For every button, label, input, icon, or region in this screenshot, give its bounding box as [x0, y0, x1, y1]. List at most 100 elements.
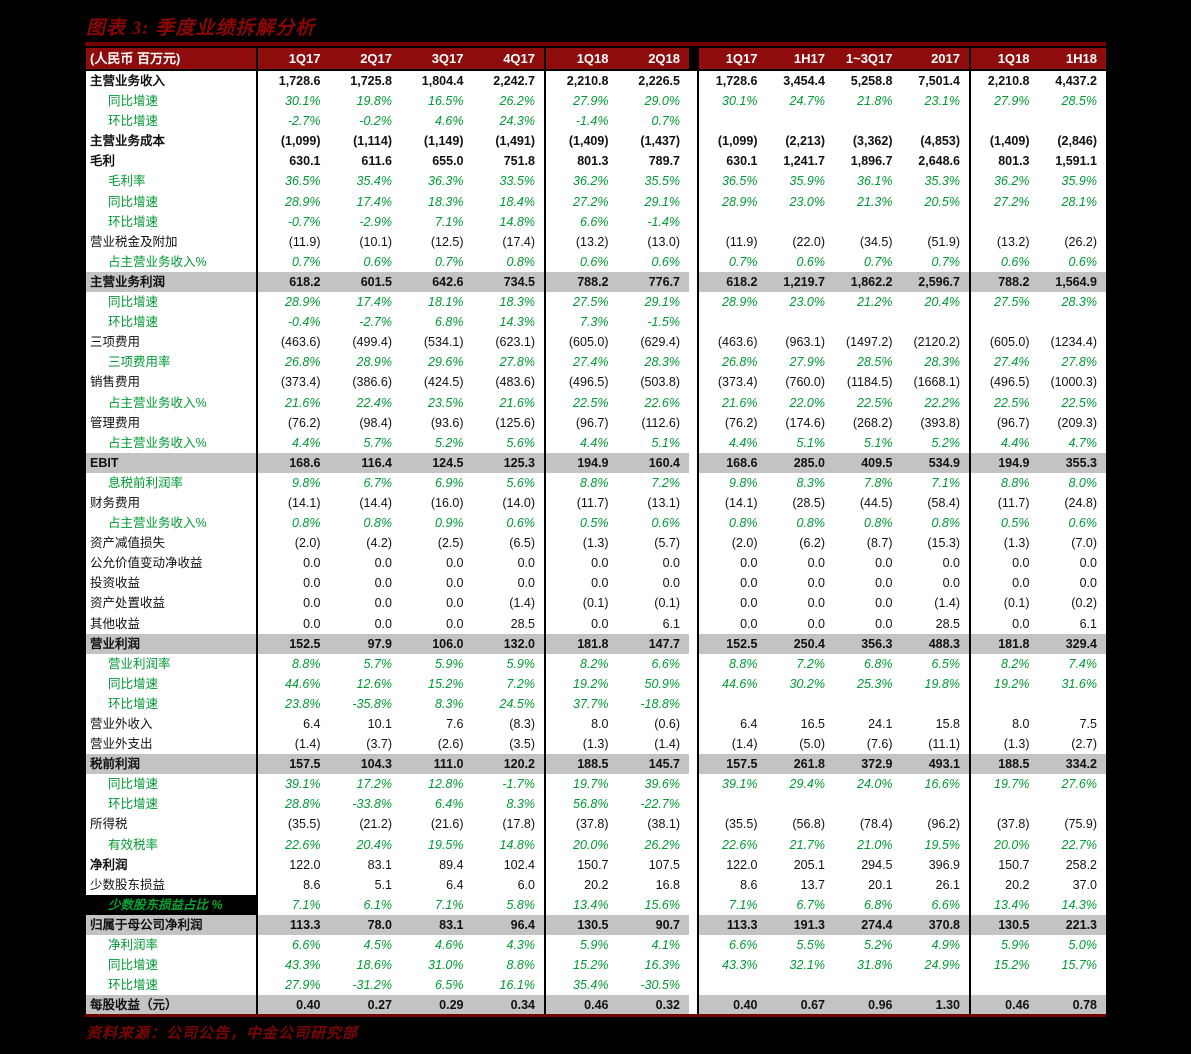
value-cell: (56.8) — [792, 817, 825, 832]
value-cell: 356.3 — [861, 636, 893, 651]
value-cell: 21.3% — [857, 194, 893, 209]
value-cell: 120.2 — [473, 754, 546, 775]
row-values-quarterly: 30.1% 19.8% 16.5% 26.2% 27.9% 29.0% — [256, 91, 689, 112]
value-cell: 801.3 — [577, 154, 609, 169]
row-label: 主营业务利润 — [86, 271, 256, 293]
value-cell — [767, 212, 835, 232]
value-cell: 14.8% — [473, 211, 546, 232]
section-gap — [689, 392, 697, 413]
value-cell: 18.4% — [473, 191, 546, 212]
value-cell: 205.1 — [793, 857, 825, 872]
value-cell: (35.5) — [724, 817, 758, 832]
header-cell: 1Q17 — [288, 51, 321, 66]
value-cell: 22.6% — [644, 395, 680, 410]
row-values-quarterly: 7.1% 6.1% 7.1% 5.8% 13.4% 15.6% — [256, 894, 689, 915]
row-values-cumulative — [697, 312, 1106, 333]
section-gap — [689, 452, 697, 473]
value-cell: 27.4% — [573, 355, 609, 370]
section-gap — [689, 874, 697, 895]
value-cell: (1,099) — [717, 134, 758, 149]
value-cell: 0.0 — [740, 616, 758, 631]
value-cell: 6.6% — [729, 938, 758, 953]
value-cell: 29.0% — [644, 94, 680, 109]
row-values-cumulative — [697, 111, 1106, 132]
value-cell: 2,242.7 — [473, 71, 546, 92]
value-cell: (3,362) — [852, 134, 893, 149]
row-values-quarterly: (76.2) (98.4) (93.6) (125.6) (96.7) (112.6) — [256, 412, 689, 433]
value-cell: 12.8% — [428, 777, 464, 792]
value-cell: (44.5) — [859, 495, 893, 510]
value-cell: 31.6% — [1061, 676, 1097, 691]
section-gap — [689, 613, 697, 634]
value-cell: -18.8% — [640, 696, 680, 711]
value-cell: (13.2) — [575, 234, 609, 249]
value-cell: 89.4 — [439, 857, 464, 872]
value-cell: 17.2% — [356, 777, 392, 792]
value-cell: 122.0 — [726, 857, 758, 872]
value-cell: (2.5) — [437, 536, 464, 551]
value-cell: 28.9% — [356, 355, 392, 370]
value-cell: (4,853) — [902, 131, 971, 152]
value-cell: (11.7) — [997, 495, 1030, 510]
value-cell: 32.1% — [789, 958, 825, 973]
row-values-cumulative: 0.7% 0.6% 0.7% 0.7% 0.6% 0.6% — [697, 251, 1106, 272]
row-label: 其他收益 — [90, 616, 141, 631]
value-cell: 0.0 — [1079, 576, 1097, 591]
row-values-quarterly: -0.4% -2.7% 6.8% 14.3% 7.3% -1.5% — [256, 312, 689, 333]
value-cell: 83.1 — [439, 917, 464, 932]
value-cell: 274.4 — [861, 917, 893, 932]
row-values-cumulative: 113.3 191.3 274.4 370.8 130.5 221.3 — [697, 914, 1106, 936]
value-cell: 194.9 — [577, 455, 609, 470]
value-cell: (629.4) — [640, 335, 680, 350]
value-cell: (605.0) — [568, 335, 609, 350]
row-values-quarterly: (2.0) (4.2) (2.5) (6.5) (1.3) (5.7) — [256, 533, 689, 554]
value-cell: 0.0 — [591, 616, 609, 631]
value-cell: 5.9% — [435, 656, 464, 671]
table-row: 公允价值变动净收益 0.0 0.0 0.0 0.0 0.0 0.0 0.0 0.0 0.0 0.0 0… — [86, 553, 1106, 574]
value-cell: (1,149) — [423, 134, 464, 149]
value-cell: 152.5 — [289, 636, 321, 651]
header-cell: 2Q17 — [360, 51, 392, 66]
value-cell: (15.3) — [902, 533, 971, 554]
row-values-quarterly: 0.7% 0.6% 0.7% 0.8% 0.6% 0.6% — [256, 251, 689, 272]
row-label: 管理费用 — [90, 415, 141, 430]
row-values-cumulative: (373.4) (760.0) (1184.5) (1668.1) (496.5) (10… — [697, 372, 1106, 393]
table-row: 毛利 630.1 611.6 655.0 751.8 801.3 789.7 630.1 1,2… — [86, 151, 1106, 172]
value-cell — [834, 312, 902, 332]
value-cell: 0.0 — [902, 573, 971, 594]
value-cell: 15.8 — [902, 714, 971, 735]
value-cell: 36.5% — [285, 174, 321, 189]
value-cell: (393.8) — [902, 412, 971, 433]
value-cell: (963.1) — [785, 335, 825, 350]
value-cell: (37.8) — [996, 817, 1030, 832]
value-cell: 751.8 — [473, 151, 546, 172]
row-label: 少数股东损益占比 % — [86, 894, 256, 915]
value-cell — [767, 975, 835, 995]
row-label: 财务费用 — [90, 495, 141, 510]
value-cell: 0.32 — [655, 998, 680, 1013]
header-cell: 1Q18 — [576, 51, 609, 66]
value-cell: 5.1% — [651, 435, 681, 450]
value-cell: (424.5) — [423, 375, 464, 390]
value-cell: 8.3% — [435, 696, 464, 711]
value-cell: 8.6 — [740, 877, 758, 892]
bottom-rule — [85, 1014, 1106, 1017]
value-cell: 4.9% — [902, 935, 971, 956]
value-cell: 0.5% — [1001, 516, 1030, 531]
figure-title: 图表 3: 季度业绩拆解分析 — [86, 18, 316, 39]
value-cell: 36.3% — [428, 174, 464, 189]
value-cell: 8.8% — [292, 656, 321, 671]
row-values-cumulative: 7.1% 6.7% 6.8% 6.6% 13.4% 14.3% — [697, 894, 1106, 915]
value-cell: 26.8% — [285, 355, 321, 370]
value-cell: 168.6 — [289, 455, 321, 470]
value-cell — [699, 111, 767, 131]
value-cell: 16.6% — [902, 774, 971, 795]
value-cell: (7.6) — [866, 737, 893, 752]
value-cell: 20.0% — [573, 837, 609, 852]
value-cell — [1039, 212, 1107, 232]
row-values-quarterly: 4.4% 5.7% 5.2% 5.6% 4.4% 5.1% — [256, 432, 689, 453]
value-cell: 116.4 — [361, 455, 392, 470]
value-cell: 28.5 — [902, 613, 971, 634]
value-cell: 22.2% — [902, 392, 971, 413]
value-cell: 12.6% — [356, 676, 392, 691]
